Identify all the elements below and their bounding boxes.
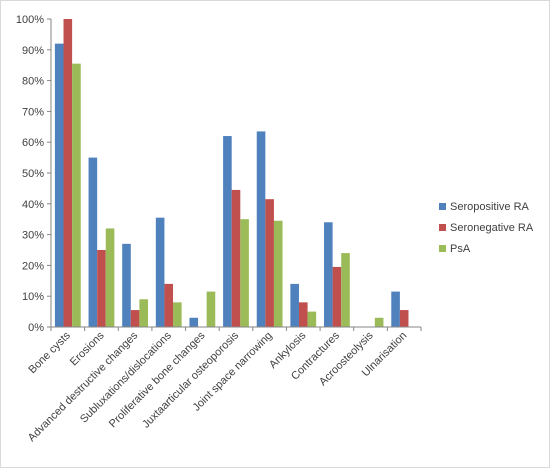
bar	[341, 253, 350, 327]
y-tick-label: 80%	[22, 76, 44, 88]
y-tick-label: 10%	[22, 291, 44, 303]
bar	[164, 283, 174, 327]
legend-swatch	[439, 203, 446, 210]
legend: Seropositive RA Seronegative RA PsA	[439, 201, 534, 255]
bar	[63, 19, 73, 327]
bar	[155, 217, 165, 327]
bar	[374, 317, 384, 327]
bar	[231, 189, 241, 327]
bar	[332, 266, 342, 327]
y-tick-label: 70%	[22, 106, 44, 118]
legend-label: PsA	[450, 243, 471, 255]
bar	[72, 63, 81, 327]
y-tick-label: 40%	[22, 199, 44, 211]
legend-label: Seronegative RA	[450, 222, 534, 234]
x-tick-label: Bone cysts	[26, 329, 73, 376]
bar	[273, 220, 283, 327]
bar	[105, 228, 115, 327]
y-tick-label: 60%	[22, 137, 44, 149]
legend-label: Seropositive RA	[450, 201, 530, 213]
legend-swatch	[439, 224, 446, 231]
y-tick-label: 30%	[22, 230, 44, 242]
bar	[256, 131, 266, 327]
bar	[223, 136, 232, 327]
legend-swatch	[439, 245, 446, 252]
bar	[130, 310, 140, 327]
y-tick-label: 20%	[22, 260, 44, 272]
bar	[122, 243, 131, 327]
bar	[298, 302, 308, 327]
bar	[265, 199, 274, 327]
bars	[54, 19, 409, 327]
bar	[290, 283, 299, 327]
bar	[173, 302, 182, 327]
bar	[307, 311, 317, 327]
y-tick-label: 50%	[22, 168, 44, 180]
y-tick-label: 100%	[16, 14, 44, 26]
y-axis: 0% 10% 20% 30% 40% 50% 60% 70% 80% 90% 100%	[16, 14, 52, 334]
y-tick-label: 0%	[28, 322, 44, 334]
bar	[206, 291, 216, 327]
bar	[97, 250, 106, 327]
bar	[88, 157, 98, 327]
bar	[399, 310, 409, 327]
bar	[391, 291, 400, 327]
bar	[54, 43, 64, 327]
bar	[189, 317, 199, 327]
y-tick-label: 90%	[22, 45, 44, 57]
bar	[139, 299, 148, 327]
bar	[240, 219, 249, 327]
bar	[324, 222, 333, 327]
